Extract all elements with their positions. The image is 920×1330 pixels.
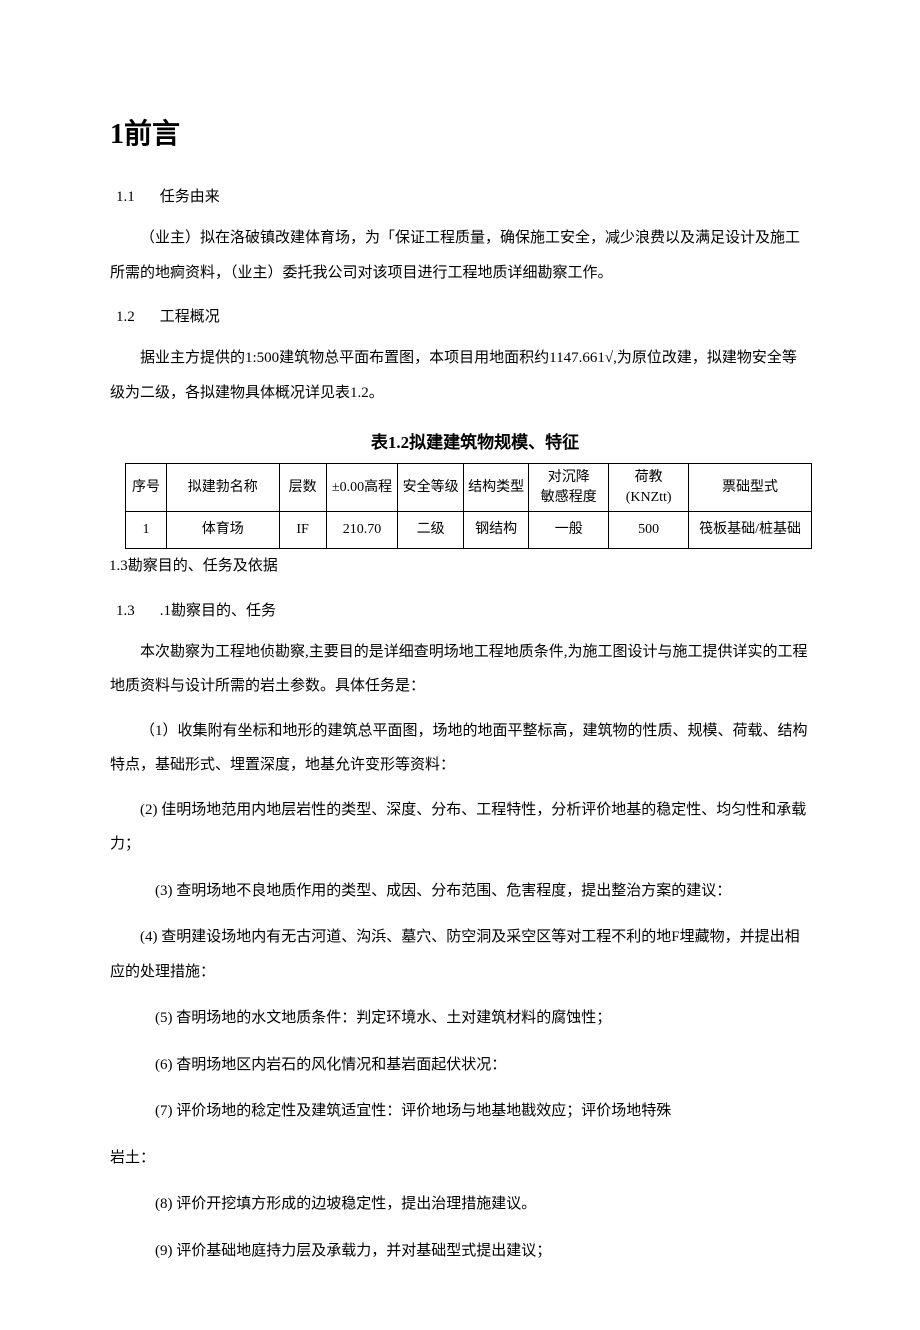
td-floors: IF — [279, 512, 326, 549]
after-table-text: 1.3勘察目的、任务及依据 — [109, 549, 810, 584]
td-struct: 钢结构 — [463, 512, 529, 549]
item-8: (8) 评价开挖填方形成的边坡稳定性，提出治理措施建议。 — [110, 1187, 810, 1222]
section-1-2: 1.2 工程概况 — [116, 304, 810, 331]
item-4: (4) 查明建设场地内有无古河道、沟浜、墓穴、防空洞及采空区等对工程不利的地F埋… — [110, 920, 810, 989]
table-header-row: 序号 拟建勃名称 层数 ±0.00高程 安全等级 结构类型 对沉降敏感程度 荷教… — [126, 463, 812, 511]
td-safety: 二级 — [398, 512, 464, 549]
item-1: （1）收集附有坐标和地形的建筑总平面图，场地的地面平整标高，建筑物的性质、规模、… — [110, 714, 810, 783]
th-seq: 序号 — [126, 463, 167, 511]
td-elev: 210.70 — [326, 512, 398, 549]
section-1-3-title: .1勘察目的、任务 — [160, 603, 276, 619]
th-load: 荷教(KNZtt) — [609, 463, 689, 511]
table-caption: 表1.2拟建建筑物规模、特征 — [140, 428, 810, 459]
section-1-3-num: 1.3 — [116, 598, 156, 625]
building-table: 序号 拟建勃名称 层数 ±0.00高程 安全等级 结构类型 对沉降敏感程度 荷教… — [125, 463, 812, 549]
section-1-1-num: 1.1 — [116, 184, 156, 211]
td-settle: 一般 — [529, 512, 609, 549]
th-floors: 层数 — [279, 463, 326, 511]
item-7: (7) 评价场地的稔定性及建筑适宜性：评价地场与地基地戡效应；评价场地特殊 — [110, 1094, 810, 1129]
item-3: (3) 查明场地不良地质作用的类型、成因、分布范围、危害程度，提出整治方案的建议… — [110, 874, 810, 909]
section-1-1: 1.1 任务由来 — [116, 184, 810, 211]
paragraph-1: （业主）拟在洛破镇改建体育场，为「保证工程质量，确保施工安全，减少浪费以及满足设… — [110, 221, 810, 290]
item-5: (5) 杳明场地的水文地质条件：判定环境水、土对建筑材料的腐蚀性； — [110, 1001, 810, 1036]
table-row: 1 体育场 IF 210.70 二级 钢结构 一般 500 筏板基础/桩基础 — [126, 512, 812, 549]
section-1-2-num: 1.2 — [116, 304, 156, 331]
td-seq: 1 — [126, 512, 167, 549]
section-1-3-1: 1.3 .1勘察目的、任务 — [116, 598, 810, 625]
item-6: (6) 杳明场地区内岩石的风化情况和基岩面起伏状况： — [110, 1048, 810, 1083]
th-safety: 安全等级 — [398, 463, 464, 511]
section-1-2-title: 工程概况 — [160, 309, 220, 325]
item-9: (9) 评价基础地庭持力层及承载力，并对基础型式提出建议； — [110, 1234, 810, 1269]
item-7-cont: 岩土： — [110, 1141, 810, 1176]
paragraph-2: 据业主方提供的1:500建筑物总平面布置图，本项目用地面积约1147.661√,… — [110, 341, 810, 410]
paragraph-3: 本次勘察为工程地侦勘察,主要目的是详细查明场地工程地质条件,为施工图设计与施工提… — [110, 635, 810, 704]
th-settle: 对沉降敏感程度 — [529, 463, 609, 511]
td-found: 筏板基础/桩基础 — [689, 512, 812, 549]
heading-1: 1前言 — [110, 110, 810, 160]
td-load: 500 — [609, 512, 689, 549]
th-struct: 结构类型 — [463, 463, 529, 511]
th-elev: ±0.00高程 — [326, 463, 398, 511]
th-name: 拟建勃名称 — [166, 463, 279, 511]
section-1-1-title: 任务由来 — [160, 189, 220, 205]
td-name: 体育场 — [166, 512, 279, 549]
th-found: 票础型式 — [689, 463, 812, 511]
item-2: (2) 佳明场地范用内地层岩性的类型、深度、分布、工程特性，分析评价地基的稳定性… — [110, 793, 810, 862]
